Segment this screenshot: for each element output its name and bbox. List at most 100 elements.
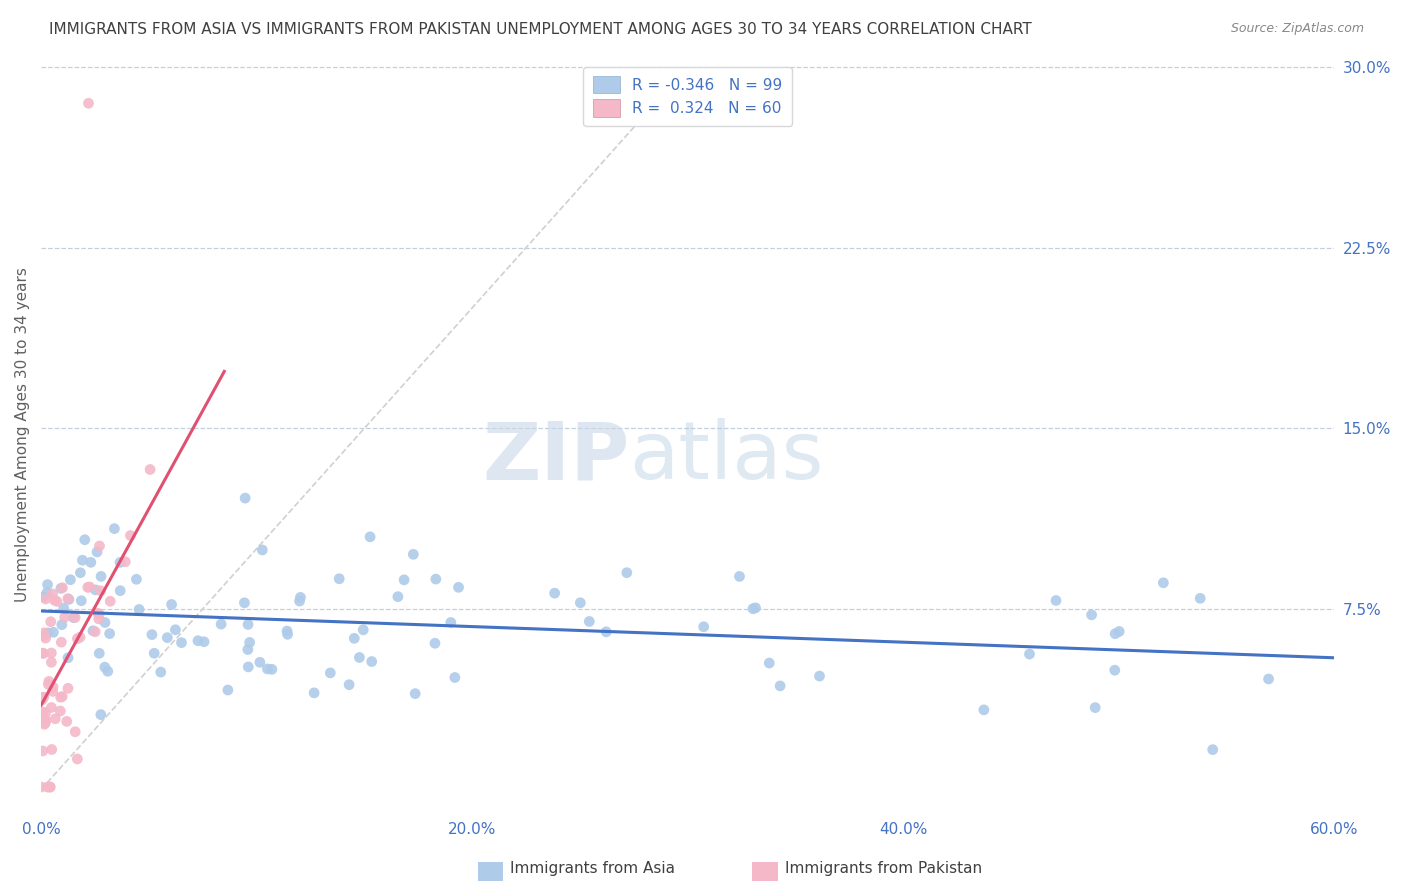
Point <box>256 662 278 676</box>
Point <box>302 686 325 700</box>
Point <box>56 650 79 665</box>
Point <box>444 671 467 685</box>
Point <box>193 634 215 648</box>
Point <box>808 669 831 683</box>
Point <box>276 624 298 638</box>
Point <box>90 707 112 722</box>
Point <box>87 607 110 621</box>
Point <box>103 522 125 536</box>
Point <box>84 624 107 639</box>
Point <box>42 680 65 694</box>
Point <box>165 623 187 637</box>
Text: IMMIGRANTS FROM ASIA VS IMMIGRANTS FROM PAKISTAN UNEMPLOYMENT AMONG AGES 30 TO 3: IMMIGRANTS FROM ASIA VS IMMIGRANTS FROM … <box>49 22 1032 37</box>
Point <box>90 583 112 598</box>
Point <box>1202 742 1225 756</box>
Point <box>1108 624 1130 639</box>
Point <box>34 717 56 731</box>
Point <box>94 615 117 630</box>
Point <box>49 704 72 718</box>
Point <box>277 627 299 641</box>
Point <box>128 602 150 616</box>
Point <box>31 690 53 705</box>
Point <box>34 714 56 729</box>
Point <box>39 780 62 794</box>
Point <box>440 615 463 630</box>
Point <box>86 545 108 559</box>
Text: ZIP: ZIP <box>482 418 630 496</box>
Point <box>41 587 63 601</box>
Point <box>80 555 103 569</box>
Point <box>34 706 56 720</box>
Point <box>69 630 91 644</box>
Point <box>1045 593 1067 607</box>
Point <box>217 683 239 698</box>
Point <box>89 607 111 621</box>
Point <box>125 572 148 586</box>
Point <box>37 626 59 640</box>
Point <box>51 617 73 632</box>
Point <box>66 752 89 766</box>
Point <box>578 615 600 629</box>
Point <box>39 615 62 629</box>
Point <box>65 724 87 739</box>
Point <box>32 590 55 604</box>
Point <box>149 665 172 679</box>
Point <box>70 593 93 607</box>
Point <box>41 684 63 698</box>
Point <box>63 610 86 624</box>
Point <box>1104 626 1126 640</box>
Point <box>769 679 792 693</box>
Point <box>423 636 446 650</box>
Point <box>139 462 162 476</box>
Point <box>44 593 66 607</box>
Point <box>120 528 142 542</box>
Point <box>44 712 66 726</box>
Point <box>352 623 374 637</box>
Point <box>108 555 131 569</box>
Point <box>76 580 98 594</box>
Point <box>38 674 60 689</box>
Point <box>53 610 76 624</box>
Point <box>31 744 53 758</box>
Point <box>447 580 470 594</box>
Point <box>49 690 72 705</box>
Point <box>31 705 53 719</box>
Point <box>32 629 55 643</box>
Point <box>66 632 89 646</box>
Point <box>32 626 55 640</box>
Point <box>90 569 112 583</box>
Point <box>56 681 79 696</box>
Point <box>1104 663 1126 677</box>
Point <box>692 620 714 634</box>
Point <box>31 693 53 707</box>
Point <box>744 600 766 615</box>
Point <box>62 611 84 625</box>
Point <box>32 690 55 705</box>
Point <box>1018 647 1040 661</box>
Point <box>425 572 447 586</box>
Point <box>1189 591 1212 606</box>
Point <box>30 780 52 794</box>
Point <box>1080 607 1102 622</box>
Point <box>359 530 381 544</box>
Point <box>143 646 166 660</box>
Point <box>49 582 72 596</box>
Point <box>288 594 311 608</box>
Text: Source: ZipAtlas.com: Source: ZipAtlas.com <box>1230 22 1364 36</box>
Point <box>94 660 117 674</box>
Point <box>73 533 96 547</box>
Point <box>236 617 259 632</box>
Point <box>1257 672 1279 686</box>
Point <box>45 594 67 608</box>
Point <box>973 703 995 717</box>
Point <box>114 555 136 569</box>
Point <box>319 665 342 680</box>
Point <box>742 601 765 615</box>
Point <box>1152 575 1174 590</box>
Point <box>31 646 53 660</box>
Point <box>170 635 193 649</box>
Point <box>42 625 65 640</box>
Point <box>89 539 111 553</box>
Point <box>35 585 58 599</box>
Point <box>349 650 371 665</box>
